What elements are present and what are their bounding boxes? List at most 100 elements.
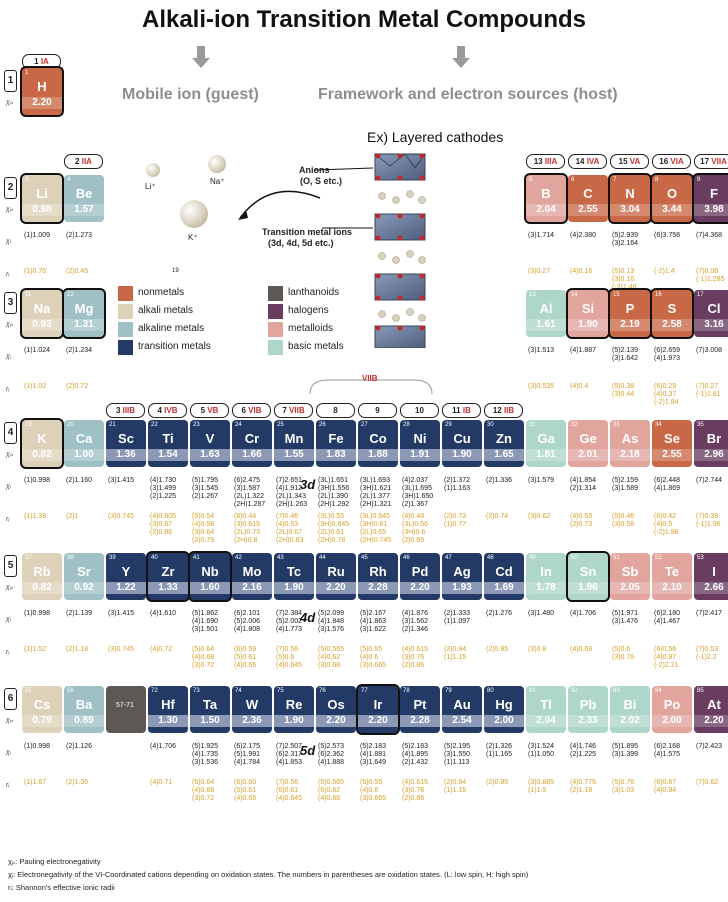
group-header-16: 16 VIA bbox=[652, 154, 691, 169]
element-v[interactable]: 23 V 1.63 bbox=[190, 420, 230, 467]
element-os[interactable]: 76 Os 2.20 bbox=[316, 686, 356, 733]
en-band bbox=[526, 449, 566, 461]
ionic-radii-values: (2)0.74 bbox=[486, 513, 509, 520]
element-nb[interactable]: 41 Nb 1.60 bbox=[190, 553, 230, 600]
element-na[interactable]: 11 Na 0.93 bbox=[22, 290, 62, 337]
element-n[interactable]: 7 N 3.04 bbox=[610, 175, 650, 222]
element-b[interactable]: 5 B 2.04 bbox=[526, 175, 566, 222]
element-pd[interactable]: 46 Pd 2.20 bbox=[400, 553, 440, 600]
chi-p-label: χₚ bbox=[6, 206, 13, 213]
element-ru[interactable]: 44 Ru 2.20 bbox=[316, 553, 356, 600]
element-cu[interactable]: 29 Cu 1.90 bbox=[442, 420, 482, 467]
element-ta[interactable]: 73 Ta 1.50 bbox=[190, 686, 230, 733]
element-in[interactable]: 49 In 1.78 bbox=[526, 553, 566, 600]
en-band bbox=[484, 715, 524, 727]
element-cs[interactable]: 55 Cs 0.79 bbox=[22, 686, 62, 733]
element-be[interactable]: 4 Be 1.57 bbox=[64, 175, 104, 222]
element-re[interactable]: 75 Re 1.90 bbox=[274, 686, 314, 733]
element-mg[interactable]: 12 Mg 1.31 bbox=[64, 290, 104, 337]
element-i[interactable]: 53 I 2.66 bbox=[694, 553, 728, 600]
element-k[interactable]: 19 K 0.82 bbox=[22, 420, 62, 467]
element-ca[interactable]: 20 Ca 1.00 bbox=[64, 420, 104, 467]
subtitle-guest: Mobile ion (guest) bbox=[122, 86, 259, 103]
element-h[interactable]: 1 H 2.20 bbox=[22, 68, 62, 115]
element-p[interactable]: 15 P 2.19 bbox=[610, 290, 650, 337]
r-label: rᵢ bbox=[6, 386, 10, 393]
element-pb[interactable]: 82 Pb 2.33 bbox=[568, 686, 608, 733]
atomic-number: 48 bbox=[487, 555, 494, 561]
chi-i-values: (7)2.744 bbox=[696, 477, 723, 484]
atomic-number: 81 bbox=[529, 688, 536, 694]
element-sn[interactable]: 50 Sn 1.96 bbox=[568, 553, 608, 600]
pauling-electronegativity: 2.16 bbox=[242, 582, 262, 593]
element-symbol: C bbox=[583, 186, 593, 201]
period-label-4: 4 bbox=[4, 422, 17, 444]
ionic-radii-values: (5)0.76 (3)1.03 bbox=[612, 779, 635, 794]
pauling-electronegativity: 1.88 bbox=[368, 449, 388, 460]
element-w[interactable]: 74 W 2.36 bbox=[232, 686, 272, 733]
element-tc[interactable]: 43 Tc 1.90 bbox=[274, 553, 314, 600]
element-hf[interactable]: 72 Hf 1.30 bbox=[148, 686, 188, 733]
element-zr[interactable]: 40 Zr 1.33 bbox=[148, 553, 188, 600]
element-te[interactable]: 52 Te 2.10 bbox=[652, 553, 692, 600]
element-co[interactable]: 27 Co 1.88 bbox=[358, 420, 398, 467]
element-hg[interactable]: 80 Hg 2.00 bbox=[484, 686, 524, 733]
chi-i-values: (7)2.423 bbox=[696, 743, 723, 750]
element-li[interactable]: 3 Li 0.98 bbox=[22, 175, 62, 222]
element-fe[interactable]: 26 Fe 1.83 bbox=[316, 420, 356, 467]
element-symbol: Sc bbox=[118, 431, 134, 446]
element-po[interactable]: 84 Po 2.00 bbox=[652, 686, 692, 733]
chi-i-label: χᵢ bbox=[6, 616, 11, 623]
ionic-radii-values: (3L)0.55 (3H)0.645 (2L)0.61 (2H)0.78 bbox=[318, 513, 350, 544]
r-label: rᵢ bbox=[6, 782, 10, 789]
element-br[interactable]: 35 Br 2.96 bbox=[694, 420, 728, 467]
pauling-electronegativity: 2.00 bbox=[494, 715, 514, 726]
element-cd[interactable]: 48 Cd 1.69 bbox=[484, 553, 524, 600]
element-symbol: Si bbox=[581, 301, 595, 316]
group-header-6: 6 VIB bbox=[232, 403, 271, 418]
element-lanthanoids[interactable]: 57-71 bbox=[106, 686, 146, 733]
legend-swatch bbox=[268, 304, 283, 319]
element-sr[interactable]: 38 Sr 0.92 bbox=[64, 553, 104, 600]
en-band bbox=[610, 715, 650, 727]
element-si[interactable]: 14 Si 1.90 bbox=[568, 290, 608, 337]
element-cr[interactable]: 24 Cr 1.66 bbox=[232, 420, 272, 467]
note-ionic-radii: rᵢ: Shannon's effective ionic radii bbox=[8, 883, 115, 892]
element-pt[interactable]: 78 Pt 2.28 bbox=[400, 686, 440, 733]
element-bi[interactable]: 83 Bi 2.02 bbox=[610, 686, 650, 733]
element-c[interactable]: 6 C 2.55 bbox=[568, 175, 608, 222]
element-ir[interactable]: 77 Ir 2.20 bbox=[358, 686, 398, 733]
element-ba[interactable]: 56 Ba 0.89 bbox=[64, 686, 104, 733]
ionic-radii-values: (1)1.52 bbox=[24, 646, 47, 653]
element-y[interactable]: 39 Y 1.22 bbox=[106, 553, 146, 600]
element-tl[interactable]: 81 Tl 2.04 bbox=[526, 686, 566, 733]
ionic-radii-values: (4)0.16 bbox=[570, 268, 593, 275]
element-o[interactable]: 8 O 3.44 bbox=[652, 175, 692, 222]
chi-i-values: (4)1.706 bbox=[570, 610, 597, 617]
element-rb[interactable]: 37 Rb 0.82 bbox=[22, 553, 62, 600]
element-ti[interactable]: 22 Ti 1.54 bbox=[148, 420, 188, 467]
element-rh[interactable]: 45 Rh 2.28 bbox=[358, 553, 398, 600]
atomic-number: 22 bbox=[151, 422, 158, 428]
element-ni[interactable]: 28 Ni 1.91 bbox=[400, 420, 440, 467]
element-sb[interactable]: 51 Sb 2.05 bbox=[610, 553, 650, 600]
element-ag[interactable]: 47 Ag 1.93 bbox=[442, 553, 482, 600]
element-au[interactable]: 79 Au 2.54 bbox=[442, 686, 482, 733]
element-sc[interactable]: 21 Sc 1.36 bbox=[106, 420, 146, 467]
element-at[interactable]: 85 At 2.20 bbox=[694, 686, 728, 733]
element-al[interactable]: 13 Al 1.61 bbox=[526, 290, 566, 337]
chi-i-values: (5)2.159 (3)1.589 bbox=[612, 477, 639, 492]
en-band bbox=[610, 204, 650, 216]
group-header-1: 1 IA bbox=[22, 54, 61, 69]
element-f[interactable]: 9 F 3.98 bbox=[694, 175, 728, 222]
element-se[interactable]: 34 Se 2.55 bbox=[652, 420, 692, 467]
element-mo[interactable]: 42 Mo 2.16 bbox=[232, 553, 272, 600]
element-zn[interactable]: 30 Zn 1.65 bbox=[484, 420, 524, 467]
element-ge[interactable]: 32 Ge 2.01 bbox=[568, 420, 608, 467]
en-band bbox=[694, 319, 728, 331]
element-mn[interactable]: 25 Mn 1.55 bbox=[274, 420, 314, 467]
element-s[interactable]: 16 S 2.58 bbox=[652, 290, 692, 337]
element-ga[interactable]: 31 Ga 1.81 bbox=[526, 420, 566, 467]
element-as[interactable]: 33 As 2.18 bbox=[610, 420, 650, 467]
element-cl[interactable]: 17 Cl 3.16 bbox=[694, 290, 728, 337]
